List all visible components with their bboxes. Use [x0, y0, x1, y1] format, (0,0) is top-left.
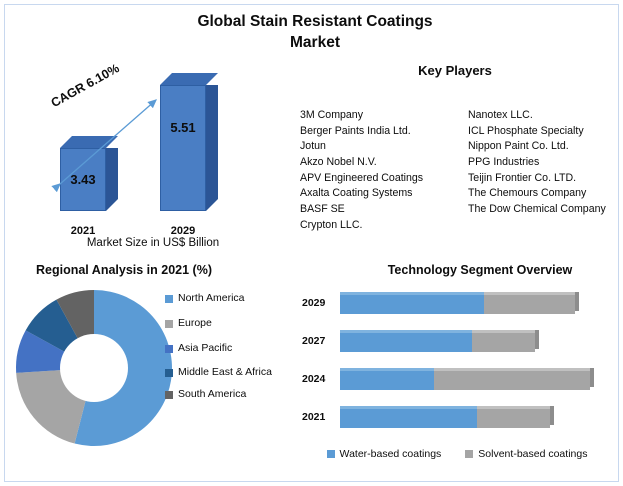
list-item: Jotun [300, 140, 326, 153]
list-item: The Dow Chemical Company [468, 203, 606, 216]
key-players-column-left: 3M Company Berger Paints India Ltd. Jotu… [300, 108, 458, 233]
table-row: 2021 [302, 402, 612, 436]
legend-swatch-middle-east-africa [165, 369, 173, 378]
regional-analysis-heading: Regional Analysis in 2021 (%) [36, 263, 212, 277]
legend-item-solvent-based: Solvent-based coatings [465, 448, 587, 460]
legend-label: Water-based coatings [339, 448, 442, 460]
bar-segment-solvent-based [484, 292, 580, 314]
legend-swatch-solvent-based [465, 450, 474, 458]
legend-swatch-north-america [165, 295, 173, 303]
list-item: Nanotex LLC. [468, 109, 533, 121]
bar-2021-side-face [106, 148, 118, 211]
table-row: 2027 [302, 326, 612, 360]
list-item: The Chemours Company [468, 187, 587, 200]
bar-2029-value: 5.51 [170, 120, 196, 135]
regional-analysis-legend: North America Europe Asia Pacific Middle… [165, 292, 283, 413]
legend-label: Europe [178, 316, 212, 329]
market-size-axis-caption: Market Size in US$ Billion [86, 237, 220, 249]
key-players-column-right: Nanotex LLC. ICL Phosphate Specialty Nip… [468, 108, 620, 233]
list-item: BASF SE [300, 203, 345, 216]
list-item: Crypton LLC. [300, 218, 363, 231]
stacked-bar-2024 [340, 368, 595, 390]
bar-category-label: 2024 [302, 373, 326, 385]
list-item: ICL Phosphate Specialty [468, 124, 584, 137]
list-item: Teijin Frontier Co. LTD. [468, 171, 577, 184]
table-row: 2029 [302, 288, 612, 322]
bar-2021-value: 3.43 [70, 172, 96, 187]
bar-category-label: 2029 [302, 297, 326, 309]
bar-segment-solvent-based [476, 406, 554, 428]
bar-category-2021: 2021 [70, 225, 96, 237]
list-item: Nippon Paint Co. Ltd. [468, 140, 569, 153]
bar-segment-water-based [340, 406, 477, 428]
bar-category-label: 2027 [302, 335, 326, 347]
legend-label: Solvent-based coatings [478, 448, 588, 460]
bar-category-2029: 2029 [170, 225, 196, 237]
bar-2029-side-face [206, 85, 218, 211]
stacked-bar-2027 [340, 330, 590, 352]
page-title-line-2: Market [290, 33, 340, 51]
bar-segment-water-based [340, 330, 472, 352]
legend-item-europe: Europe [165, 317, 283, 330]
stacked-bar-2029 [340, 292, 590, 314]
legend-swatch-asia-pacific [165, 344, 173, 353]
bar-category-label: 2021 [302, 411, 326, 423]
legend-item-south-america: South America [165, 388, 283, 401]
list-item: Berger Paints India Ltd. [300, 124, 411, 137]
list-item: PPG Industries [468, 156, 540, 169]
legend-item-water-based: Water-based coatings [326, 448, 442, 460]
stacked-bar-2021 [340, 406, 590, 428]
key-players-list: 3M Company Berger Paints India Ltd. Jotu… [300, 108, 620, 233]
bar-segment-water-based [340, 368, 434, 390]
bar-segment-solvent-based [433, 368, 595, 390]
table-row: 2024 [302, 364, 612, 398]
legend-label: Middle East & Africa [178, 366, 272, 379]
list-item: 3M Company [300, 109, 363, 121]
key-players-heading: Key Players [418, 63, 492, 78]
list-item: Axalta Coating Systems [300, 187, 413, 200]
legend-swatch-south-america [165, 391, 173, 400]
legend-label: South America [178, 388, 247, 401]
page-title-line-1: Global Stain Resistant Coatings [197, 13, 433, 30]
legend-label: Asia Pacific [178, 341, 233, 354]
regional-analysis-donut-chart [14, 288, 174, 448]
bar-2021: 3.43 [60, 136, 118, 211]
bar-2029-top-face [160, 73, 218, 85]
technology-segment-legend: Water-based coatings Solvent-based coati… [302, 448, 612, 460]
bar-2029-front-face [160, 85, 206, 211]
donut-center-hole [60, 334, 128, 402]
bar-2021-top-face [60, 136, 118, 148]
list-item: Akzo Nobel N.V. [300, 156, 377, 169]
bar-segment-solvent-based [471, 330, 539, 352]
legend-item-asia-pacific: Asia Pacific [165, 342, 283, 355]
technology-segment-heading: Technology Segment Overview [387, 263, 573, 277]
bar-2029: 5.51 [160, 73, 218, 211]
legend-swatch-water-based [326, 450, 335, 458]
legend-item-north-america: North America [165, 292, 283, 305]
legend-swatch-europe [165, 319, 173, 328]
legend-item-middle-east-africa: Middle East & Africa [165, 366, 283, 379]
technology-segment-bar-chart: 2029 2027 [302, 288, 612, 440]
list-item: APV Engineered Coatings [300, 171, 424, 184]
page-title: Global Stain Resistant Coatings Market [120, 12, 510, 54]
bar-segment-water-based [340, 292, 485, 314]
legend-label: North America [178, 292, 245, 304]
